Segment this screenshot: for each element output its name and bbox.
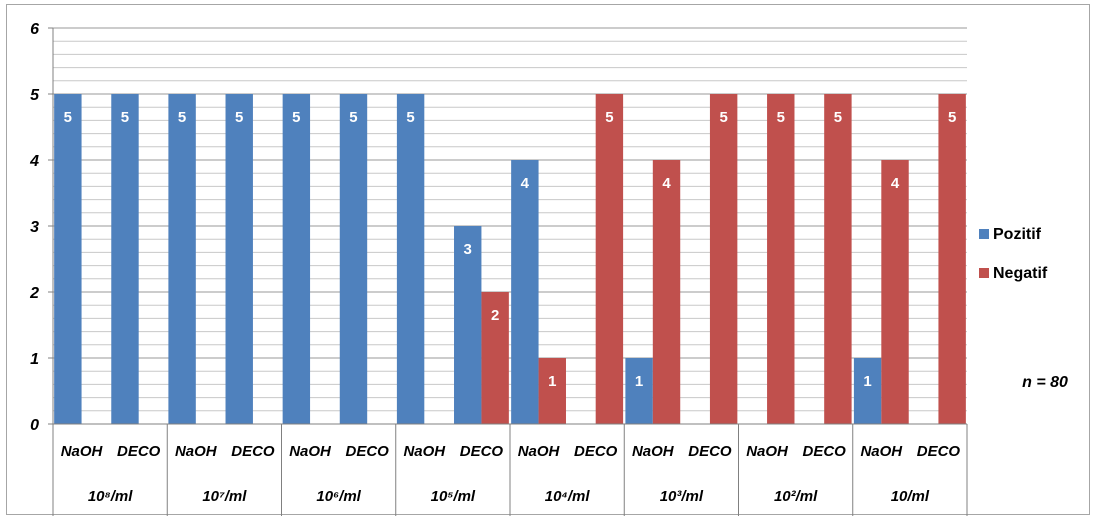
data-label: 5 [121,109,129,126]
y-tick-label: 0 [30,417,39,434]
data-label: 5 [605,109,613,126]
bar-negatif [481,292,509,424]
bar-negatif [538,358,566,424]
data-label: 5 [719,109,727,126]
y-tick-label: 5 [30,87,40,104]
method-label: NaOH [403,443,446,460]
method-label: NaOH [175,443,218,460]
bar-pozitif [168,94,196,424]
group-label: 10⁸/ml [88,488,133,505]
y-tick-label: 6 [30,21,39,38]
method-label: DECO [460,443,504,460]
data-label: 5 [948,109,956,126]
bar-pozitif [339,94,368,424]
method-label: DECO [231,443,275,460]
y-tick-label: 1 [30,351,39,368]
y-tick-label: 3 [30,219,39,236]
data-label: 1 [635,373,643,390]
bar-negatif [881,160,909,424]
group-label: 10²/ml [774,488,818,505]
y-tick-label: 2 [29,285,39,302]
data-label: 2 [491,307,499,324]
method-label: DECO [917,443,961,460]
legend-swatch-negatif [979,268,989,278]
method-label: NaOH [860,443,903,460]
data-label: 5 [406,109,414,126]
y-tick-label: 4 [29,153,39,170]
group-label: 10⁴/ml [545,488,591,505]
data-label: 5 [834,109,842,126]
bar-negatif [709,94,738,424]
chart-frame: 5 5 5 5 5 5 5 3 4 1 1 2 1 5 4 5 5 5 4 5 0 1 2 3 4 5 6 NaOH DECO NaOH D… [6,4,1090,516]
legend-swatch-pozitif [979,229,989,239]
data-label: 5 [235,109,243,126]
method-label: NaOH [632,443,675,460]
method-label: DECO [574,443,618,460]
group-label: 10/ml [891,488,930,505]
bar-pozitif [54,94,82,424]
bar-pozitif [396,94,425,424]
bar-negatif [824,94,852,424]
labels: 5 5 5 5 5 5 5 3 4 1 1 2 1 5 4 5 5 5 4 5 0 1 2 3 4 5 6 NaOH DECO NaOH D… [29,21,1068,505]
group-label: 10⁶/ml [316,488,361,505]
method-label: DECO [117,443,161,460]
bars [54,94,966,424]
bar-pozitif [225,94,253,424]
bar-negatif [652,160,681,424]
sample-size-note: n = 80 [1022,374,1068,391]
data-label: 4 [521,175,530,192]
data-label: 1 [863,373,871,390]
data-label: 5 [292,109,300,126]
legend: Pozitif Negatif [979,226,1048,282]
group-label: 10³/ml [660,488,704,505]
bar-pozitif [853,358,882,424]
data-label: 5 [178,109,186,126]
bar-negatif [938,94,966,424]
bar-pozitif [282,94,311,424]
data-label: 4 [891,175,900,192]
data-label: 5 [64,109,72,126]
data-label: 5 [349,109,357,126]
group-label: 10⁵/ml [431,488,476,505]
method-label: DECO [688,443,732,460]
legend-label-pozitif: Pozitif [993,226,1042,243]
legend-label-negatif: Negatif [993,265,1048,282]
method-label: DECO [803,443,847,460]
bar-pozitif [625,358,653,424]
axes [48,27,968,516]
group-label: 10⁷/ml [202,488,247,505]
method-label: NaOH [289,443,332,460]
bar-pozitif [111,94,139,424]
bar-pozitif [454,226,482,424]
data-label: 1 [548,373,556,390]
method-label: DECO [346,443,390,460]
data-label: 5 [777,109,785,126]
grid-lines [53,27,967,412]
method-label: NaOH [746,443,789,460]
bar-negatif [595,94,624,424]
bar-negatif [767,94,795,424]
method-label: NaOH [61,443,104,460]
method-label: NaOH [518,443,561,460]
data-label: 4 [662,175,671,192]
bar-chart: 5 5 5 5 5 5 5 3 4 1 1 2 1 5 4 5 5 5 4 5 0 1 2 3 4 5 6 NaOH DECO NaOH D… [29,21,1068,516]
bar-pozitif [511,160,539,424]
data-label: 3 [464,241,472,258]
